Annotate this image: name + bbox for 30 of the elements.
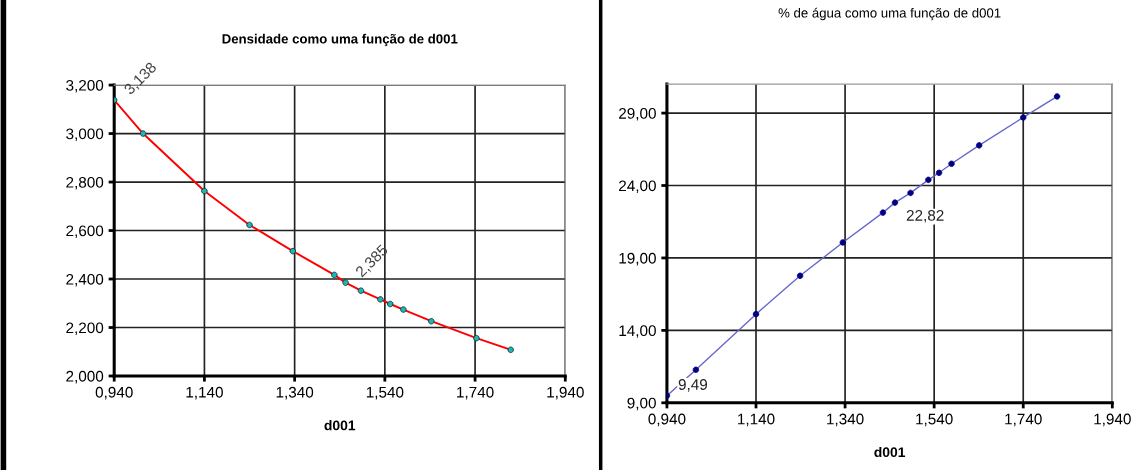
y-tick-label: 14,00: [619, 325, 656, 338]
x-tick-label: 1,940: [1094, 413, 1131, 427]
chart-title: % de água como uma função de d001: [778, 7, 1001, 21]
x-axis-title: d001: [324, 420, 356, 431]
y-tick-label: 19,00: [619, 252, 656, 266]
x-tick-label: 1,340: [276, 386, 314, 400]
y-tick-label: 9,00: [627, 397, 656, 411]
x-tick-label: 1,740: [1005, 413, 1042, 427]
x-tick-label: 1,540: [916, 413, 953, 427]
x-tick-label: 0,940: [648, 413, 686, 427]
y-tick-label: 2,200: [66, 322, 104, 335]
y-tick-label: 29,00: [619, 107, 656, 121]
annotation: 9,49: [678, 379, 708, 392]
annotation: 22,82: [906, 209, 944, 223]
x-tick-label: 1,340: [827, 413, 864, 427]
x-tick-label: 0,940: [95, 386, 133, 400]
y-tick-label: 3,200: [66, 79, 104, 93]
y-tick-label: 2,800: [66, 176, 104, 190]
x-tick-label: 1,140: [738, 413, 775, 427]
x-tick-label: 1,940: [547, 386, 584, 400]
y-tick-label: 2,400: [66, 273, 104, 287]
chart-title: Densidade como uma função de d001: [222, 33, 458, 47]
x-axis-title: d001: [874, 446, 906, 458]
x-tick-label: 1,540: [366, 386, 404, 400]
x-tick-label: 1,740: [457, 386, 494, 400]
x-tick-label: 1,140: [186, 386, 223, 400]
y-tick-label: 2,000: [66, 370, 104, 384]
y-tick-label: 2,600: [66, 225, 104, 239]
y-tick-label: 24,00: [619, 180, 656, 194]
y-tick-label: 3,000: [66, 128, 104, 142]
